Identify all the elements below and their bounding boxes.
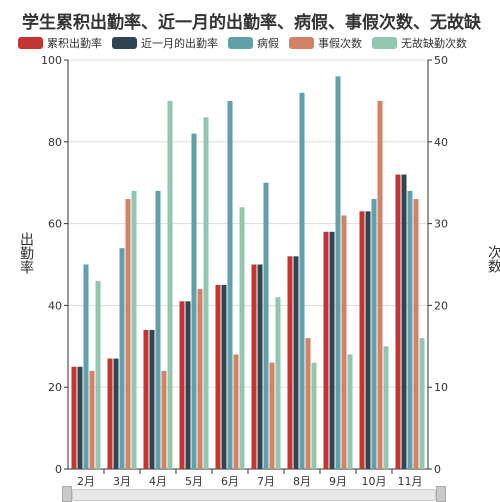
legend-swatch bbox=[228, 37, 253, 49]
bar bbox=[377, 100, 383, 470]
legend-swatch bbox=[289, 37, 314, 49]
y-tick-label-left: 20 bbox=[48, 381, 62, 394]
y-axis-left-label: 出勤率 bbox=[18, 232, 34, 274]
bar bbox=[227, 100, 233, 470]
bar bbox=[365, 211, 371, 469]
y-tick-label-right: 50 bbox=[434, 54, 448, 67]
bar bbox=[407, 190, 413, 469]
bar bbox=[233, 354, 239, 469]
bar bbox=[167, 100, 173, 470]
x-tick-label: 10月 bbox=[362, 475, 387, 488]
y-tick-label-right: 10 bbox=[434, 381, 448, 394]
legend-label: 累积出勤率 bbox=[47, 37, 102, 50]
bar bbox=[413, 199, 419, 469]
x-tick-label: 8月 bbox=[293, 475, 311, 488]
y-tick-label-right: 20 bbox=[434, 299, 448, 312]
bar bbox=[143, 329, 149, 469]
bar bbox=[263, 182, 269, 469]
bar bbox=[191, 133, 197, 469]
bar bbox=[113, 358, 119, 469]
data-zoom-slider[interactable] bbox=[72, 489, 436, 501]
legend-item[interactable]: 累积出勤率 bbox=[18, 35, 102, 51]
bar bbox=[131, 190, 137, 469]
legend-label: 近一月的出勤率 bbox=[141, 37, 218, 50]
bar bbox=[239, 207, 245, 470]
chart-legend: 累积出勤率 近一月的出勤率 病假 事假次数 无故缺勤次数 bbox=[18, 35, 467, 51]
legend-label: 事假次数 bbox=[318, 37, 362, 50]
x-tick-label: 7月 bbox=[257, 475, 275, 488]
bar bbox=[77, 366, 83, 469]
legend-label: 病假 bbox=[257, 37, 279, 50]
bar bbox=[149, 329, 155, 469]
y-tick-label-right: 0 bbox=[434, 463, 441, 476]
bar bbox=[359, 211, 365, 469]
bar bbox=[419, 338, 425, 469]
y-tick-label-left: 40 bbox=[48, 299, 62, 312]
x-tick-label: 5月 bbox=[185, 475, 203, 488]
x-tick-label: 9月 bbox=[329, 475, 347, 488]
bar bbox=[335, 76, 341, 470]
x-tick-label: 6月 bbox=[221, 475, 239, 488]
y-axis-right-label: 次数 bbox=[486, 245, 500, 273]
legend-swatch bbox=[112, 37, 137, 49]
bar bbox=[371, 199, 377, 469]
legend-swatch bbox=[18, 37, 43, 49]
y-tick-label-left: 80 bbox=[48, 136, 62, 149]
bar bbox=[203, 117, 209, 469]
y-tick-label-right: 40 bbox=[434, 136, 448, 149]
bar bbox=[347, 354, 353, 469]
bar bbox=[107, 358, 113, 469]
bar bbox=[251, 264, 257, 469]
legend-item[interactable]: 病假 bbox=[228, 35, 279, 51]
bar bbox=[383, 346, 389, 469]
legend-item[interactable]: 无故缺勤次数 bbox=[372, 35, 467, 51]
bar bbox=[257, 264, 263, 469]
x-tick-label: 2月 bbox=[77, 475, 95, 488]
bar bbox=[125, 199, 131, 469]
chart-title: 学生累积出勤率、近一月的出勤率、病假、事假次数、无故缺 bbox=[22, 13, 481, 33]
bar bbox=[299, 92, 305, 469]
bar bbox=[329, 231, 335, 469]
bar bbox=[323, 231, 329, 469]
bar bbox=[95, 280, 101, 469]
bar bbox=[71, 366, 77, 469]
bar bbox=[221, 284, 227, 469]
bar bbox=[119, 248, 125, 469]
y-tick-label-left: 100 bbox=[41, 54, 62, 67]
bar bbox=[275, 297, 281, 469]
bar bbox=[269, 362, 275, 469]
bar bbox=[89, 370, 95, 469]
legend-item[interactable]: 近一月的出勤率 bbox=[112, 35, 218, 51]
bar bbox=[179, 301, 185, 469]
legend-label: 无故缺勤次数 bbox=[401, 37, 467, 50]
bar bbox=[401, 174, 407, 469]
bar bbox=[161, 370, 167, 469]
bar bbox=[311, 362, 317, 469]
y-tick-label-right: 30 bbox=[434, 218, 448, 231]
bar bbox=[287, 256, 293, 469]
bar bbox=[305, 338, 311, 469]
bar bbox=[185, 301, 191, 469]
bar bbox=[197, 289, 203, 469]
bar bbox=[83, 264, 89, 469]
legend-item[interactable]: 事假次数 bbox=[289, 35, 362, 51]
y-tick-label-left: 0 bbox=[55, 463, 62, 476]
bar bbox=[155, 190, 161, 469]
x-tick-label: 11月 bbox=[398, 475, 423, 488]
bar bbox=[215, 284, 221, 469]
x-tick-label: 4月 bbox=[149, 475, 167, 488]
bar bbox=[395, 174, 401, 469]
bar bbox=[341, 215, 347, 469]
y-tick-label-left: 60 bbox=[48, 218, 62, 231]
bar bbox=[293, 256, 299, 469]
x-tick-label: 3月 bbox=[113, 475, 131, 488]
legend-swatch bbox=[372, 37, 397, 49]
